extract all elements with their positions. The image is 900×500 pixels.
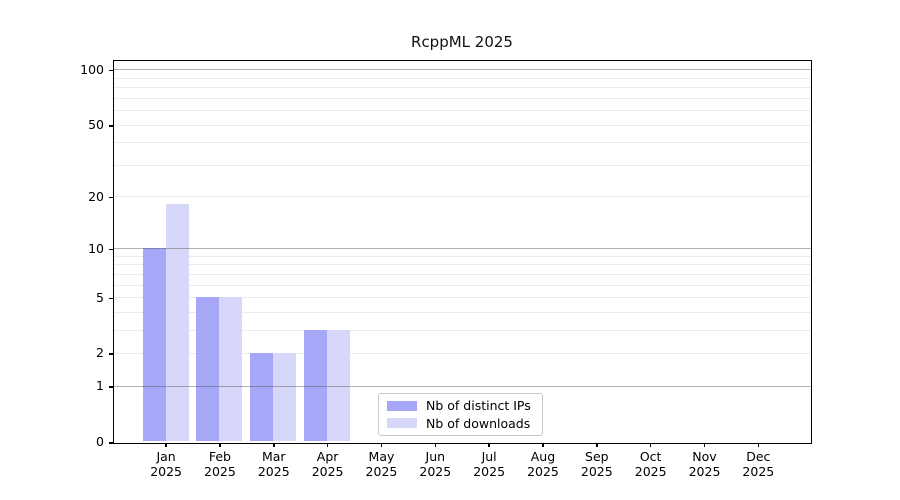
y-axis-tick-label: 50 <box>88 117 104 133</box>
x-axis-tick <box>434 443 437 447</box>
x-axis-tick <box>488 443 490 447</box>
x-axis-tick-label: Oct 2025 <box>634 449 667 479</box>
grid-line-minor <box>113 124 811 126</box>
y-axis-tick-label: 0 <box>96 434 104 449</box>
grid-line-minor <box>113 142 811 144</box>
x-axis-tick <box>649 443 652 447</box>
x-axis-tick <box>542 443 544 447</box>
grid-line-minor <box>113 77 811 79</box>
grid-line-minor <box>113 196 811 198</box>
y-axis-tick-label: 2 <box>96 345 104 361</box>
grid-line-major <box>113 248 811 250</box>
chart-title: RcppML 2025 <box>411 33 513 51</box>
x-axis-tick-label: Mar 2025 <box>257 449 290 479</box>
grid-line-minor <box>113 329 811 331</box>
y-axis-tick-label: 5 <box>96 289 104 305</box>
bar-distinct-ips <box>250 352 274 442</box>
grid-line-minor <box>113 87 811 89</box>
x-axis-tick-label: Nov 2025 <box>688 449 721 479</box>
bar-distinct-ips <box>304 329 328 442</box>
grid-line-minor <box>113 164 811 166</box>
legend-label-downloads: Nb of downloads <box>426 415 531 431</box>
legend: Nb of distinct IPs Nb of downloads <box>378 393 543 436</box>
grid-line-minor <box>113 284 811 286</box>
x-axis-tick-label: Jan 2025 <box>150 449 182 479</box>
bar-downloads <box>165 204 189 442</box>
legend-label-distinct-ips: Nb of distinct IPs <box>426 398 531 414</box>
x-axis-tick <box>757 443 760 447</box>
grid-line-minor <box>113 110 811 112</box>
x-axis-tick-label: Dec 2025 <box>742 449 775 479</box>
y-axis-tick <box>109 386 113 388</box>
y-axis-tick <box>109 297 113 300</box>
x-axis-tick-label: Sep 2025 <box>580 449 613 479</box>
bar-distinct-ips <box>142 248 166 442</box>
x-axis-tick <box>165 443 167 447</box>
y-axis-tick <box>109 248 113 251</box>
x-axis-tick-label: Aug 2025 <box>527 449 559 479</box>
y-axis-tick <box>109 353 113 355</box>
grid-line-major <box>113 385 811 387</box>
legend-swatch-distinct-ips-icon <box>387 400 417 411</box>
y-axis-tick-label: 20 <box>88 188 104 204</box>
y-axis-tick <box>109 442 113 444</box>
plot-area <box>112 59 812 444</box>
bar-distinct-ips <box>196 297 220 442</box>
grid-line-major <box>113 69 811 71</box>
x-axis-tick-label: Feb 2025 <box>204 449 236 479</box>
grid-line-minor <box>113 97 811 99</box>
x-axis-tick-label: Apr 2025 <box>311 449 344 479</box>
y-axis-tick <box>109 196 113 199</box>
y-axis-tick <box>109 125 113 127</box>
grid-line-minor <box>113 273 811 275</box>
bar-downloads <box>219 297 243 442</box>
y-axis-tick-label: 1 <box>96 378 104 394</box>
grid-line-minor <box>113 264 811 266</box>
x-axis-tick <box>326 443 329 447</box>
x-axis-tick-label: Jul 2025 <box>473 449 506 479</box>
x-axis-tick <box>703 443 706 447</box>
grid-line-minor <box>113 352 811 354</box>
grid-line-minor <box>113 255 811 257</box>
y-axis-tick-label: 10 <box>88 240 104 256</box>
bar-downloads <box>327 329 351 442</box>
y-axis-tick-label: 100 <box>80 61 104 77</box>
y-axis-tick <box>109 69 113 72</box>
bar-downloads <box>273 352 297 442</box>
x-axis-tick-label: May 2025 <box>365 449 398 479</box>
legend-item-distinct-ips: Nb of distinct IPs <box>387 398 534 413</box>
legend-item-downloads: Nb of downloads <box>387 416 534 431</box>
grid-line-minor <box>113 297 811 299</box>
grid-line-minor <box>113 311 811 313</box>
legend-swatch-downloads-icon <box>387 418 417 429</box>
x-axis-tick <box>273 443 275 447</box>
x-axis-tick <box>380 443 383 447</box>
x-axis-tick <box>219 443 221 447</box>
x-axis-tick <box>596 443 598 447</box>
x-axis-tick-label: Jun 2025 <box>419 449 452 479</box>
